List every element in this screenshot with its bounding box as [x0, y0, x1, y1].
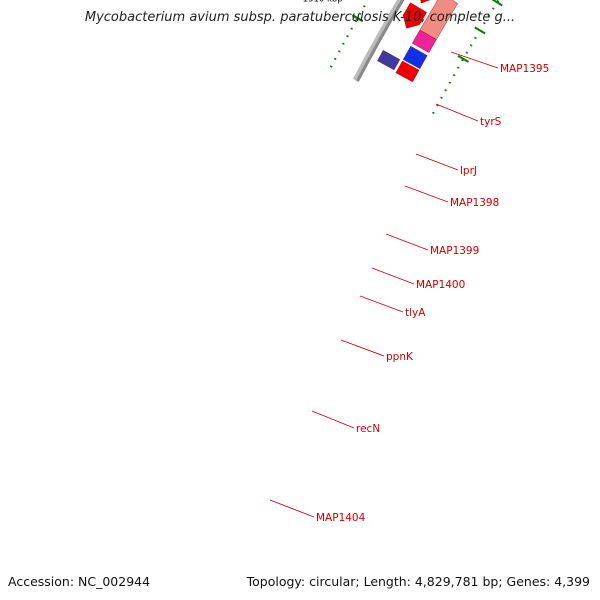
kbp-tick-1: [351, 14, 364, 23]
inner-tick-1: [457, 54, 469, 63]
gene-label-7: tlyA: [405, 307, 426, 319]
gene-label-9: recN: [356, 423, 380, 435]
gene-label-leader-5: [385, 233, 429, 251]
gene-label-leader-1: [450, 51, 499, 69]
gene-label-leader-3: [415, 153, 459, 171]
gene-label-6: MAP1400: [416, 279, 465, 291]
gene-label-4: MAP1398: [450, 197, 499, 209]
kbp-tick-label-1: 1510 kbp: [303, 0, 343, 5]
gene-label-leader-9: [311, 410, 355, 429]
gene-label-leader-10: [269, 499, 315, 518]
gene-label-leader-2: [435, 103, 479, 122]
outer-dotted-ring: [329, 0, 370, 68]
reverse-gene-1: [395, 60, 420, 83]
reverse-gene-4: [419, 0, 458, 40]
gene-label-1: MAP1395: [500, 63, 549, 75]
forward-gene-top: [377, 50, 401, 71]
topology-summary: Topology: circular; Length: 4,829,781 bp…: [246, 574, 590, 589]
gene-label-leader-6: [371, 267, 415, 285]
accession-label: Accession: NC_002944: [8, 574, 151, 589]
inner-tick-3: [491, 0, 503, 7]
gene-label-3: lprJ: [460, 165, 477, 177]
gene-label-leader-4: [404, 185, 449, 203]
gene-label-2: tyrS: [480, 116, 502, 128]
reverse-gene-2: [402, 45, 428, 69]
inner-tick-2: [474, 26, 486, 35]
forward-gene-1: [402, 2, 427, 29]
gene-label-8: ppnK: [386, 351, 414, 363]
gene-label-10: MAP1404: [316, 512, 366, 524]
gene-label-5: MAP1399: [430, 245, 479, 257]
gene-label-leader-7: [359, 295, 404, 313]
backbone-shadow: [352, 0, 404, 82]
forward-gene-2: [420, 0, 431, 4]
gene-label-leader-8: [340, 339, 385, 357]
map-title: Mycobacterium avium subsp. paratuberculo…: [84, 10, 516, 25]
backbone-ring: [356, 0, 405, 82]
